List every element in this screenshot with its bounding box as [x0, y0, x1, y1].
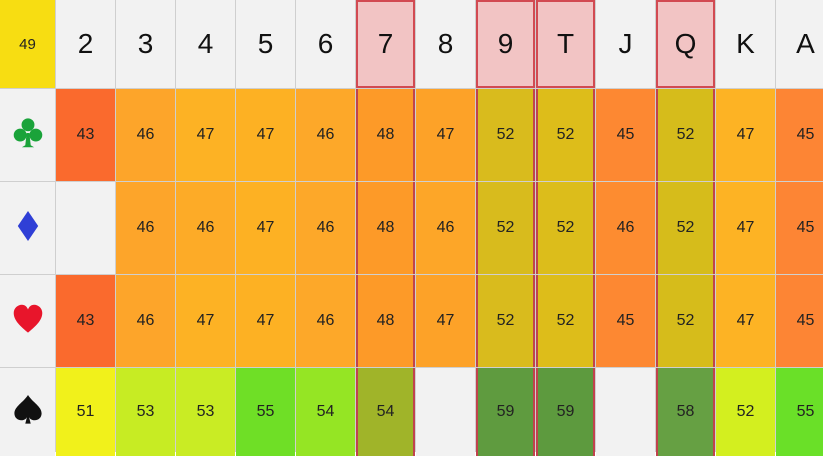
overall-value: 49	[0, 0, 55, 88]
card-cell-5-spades[interactable]: 55	[236, 368, 295, 456]
card-cell-7-spades[interactable]: 54	[356, 368, 415, 456]
card-cell-4-diamonds[interactable]: 46	[176, 182, 235, 274]
card-cell-9-hearts[interactable]: 52	[476, 275, 535, 367]
card-cell-3-clubs[interactable]: 46	[116, 89, 175, 181]
card-cell-6-diamonds[interactable]: 46	[296, 182, 355, 274]
card-cell-j-hearts[interactable]: 45	[596, 275, 655, 367]
rank-header-7[interactable]: 7	[356, 0, 415, 88]
card-cell-2-clubs[interactable]: 43	[56, 89, 115, 181]
club-icon	[11, 116, 45, 155]
card-cell-9-diamonds[interactable]: 52	[476, 182, 535, 274]
card-cell-5-hearts[interactable]: 47	[236, 275, 295, 367]
rank-header-8[interactable]: 8	[416, 0, 475, 88]
card-cell-4-clubs[interactable]: 47	[176, 89, 235, 181]
card-cell-6-hearts[interactable]: 46	[296, 275, 355, 367]
card-cell-2-diamonds[interactable]	[56, 182, 115, 274]
suit-hearts[interactable]	[0, 275, 55, 367]
suit-diamonds[interactable]	[0, 182, 55, 274]
card-cell-a-clubs[interactable]: 45	[776, 89, 823, 181]
card-cell-6-clubs[interactable]: 46	[296, 89, 355, 181]
card-cell-k-clubs[interactable]: 47	[716, 89, 775, 181]
suit-spades[interactable]	[0, 368, 55, 456]
card-cell-7-diamonds[interactable]: 48	[356, 182, 415, 274]
card-cell-q-diamonds[interactable]: 52	[656, 182, 715, 274]
card-cell-7-clubs[interactable]: 48	[356, 89, 415, 181]
rank-header-4[interactable]: 4	[176, 0, 235, 88]
card-cell-8-clubs[interactable]: 47	[416, 89, 475, 181]
rank-header-q[interactable]: Q	[656, 0, 715, 88]
card-cell-q-spades[interactable]: 58	[656, 368, 715, 456]
rank-header-3[interactable]: 3	[116, 0, 175, 88]
diamond-icon	[11, 209, 45, 248]
card-cell-a-hearts[interactable]: 45	[776, 275, 823, 367]
rank-header-6[interactable]: 6	[296, 0, 355, 88]
card-cell-8-diamonds[interactable]: 46	[416, 182, 475, 274]
card-cell-q-clubs[interactable]: 52	[656, 89, 715, 181]
card-cell-4-spades[interactable]: 53	[176, 368, 235, 456]
card-cell-j-diamonds[interactable]: 46	[596, 182, 655, 274]
card-cell-k-diamonds[interactable]: 47	[716, 182, 775, 274]
card-cell-t-diamonds[interactable]: 52	[536, 182, 595, 274]
card-cell-8-hearts[interactable]: 47	[416, 275, 475, 367]
card-cell-2-spades[interactable]: 51	[56, 368, 115, 456]
card-cell-9-clubs[interactable]: 52	[476, 89, 535, 181]
card-cell-3-diamonds[interactable]: 46	[116, 182, 175, 274]
rank-header-t[interactable]: T	[536, 0, 595, 88]
card-cell-k-hearts[interactable]: 47	[716, 275, 775, 367]
card-cell-4-hearts[interactable]: 47	[176, 275, 235, 367]
rank-header-a[interactable]: A	[776, 0, 823, 88]
rank-header-j[interactable]: J	[596, 0, 655, 88]
card-cell-a-spades[interactable]: 55	[776, 368, 823, 456]
card-cell-k-spades[interactable]: 52	[716, 368, 775, 456]
card-cell-2-hearts[interactable]: 43	[56, 275, 115, 367]
card-cell-t-spades[interactable]: 59	[536, 368, 595, 456]
card-cell-7-hearts[interactable]: 48	[356, 275, 415, 367]
card-cell-3-hearts[interactable]: 46	[116, 275, 175, 367]
card-cell-t-clubs[interactable]: 52	[536, 89, 595, 181]
card-cell-j-spades[interactable]	[596, 368, 655, 456]
rank-header-5[interactable]: 5	[236, 0, 295, 88]
card-cell-j-clubs[interactable]: 45	[596, 89, 655, 181]
card-cell-5-clubs[interactable]: 47	[236, 89, 295, 181]
card-cell-a-diamonds[interactable]: 45	[776, 182, 823, 274]
card-cell-8-spades[interactable]	[416, 368, 475, 456]
card-cell-t-hearts[interactable]: 52	[536, 275, 595, 367]
card-cell-5-diamonds[interactable]: 47	[236, 182, 295, 274]
card-cell-6-spades[interactable]: 54	[296, 368, 355, 456]
rank-header-9[interactable]: 9	[476, 0, 535, 88]
spade-icon	[11, 393, 45, 432]
suit-clubs[interactable]	[0, 89, 55, 181]
card-cell-9-spades[interactable]: 59	[476, 368, 535, 456]
card-cell-q-hearts[interactable]: 52	[656, 275, 715, 367]
card-cell-3-spades[interactable]: 53	[116, 368, 175, 456]
heart-icon	[11, 302, 45, 341]
rank-header-2[interactable]: 2	[56, 0, 115, 88]
rank-header-k[interactable]: K	[716, 0, 775, 88]
